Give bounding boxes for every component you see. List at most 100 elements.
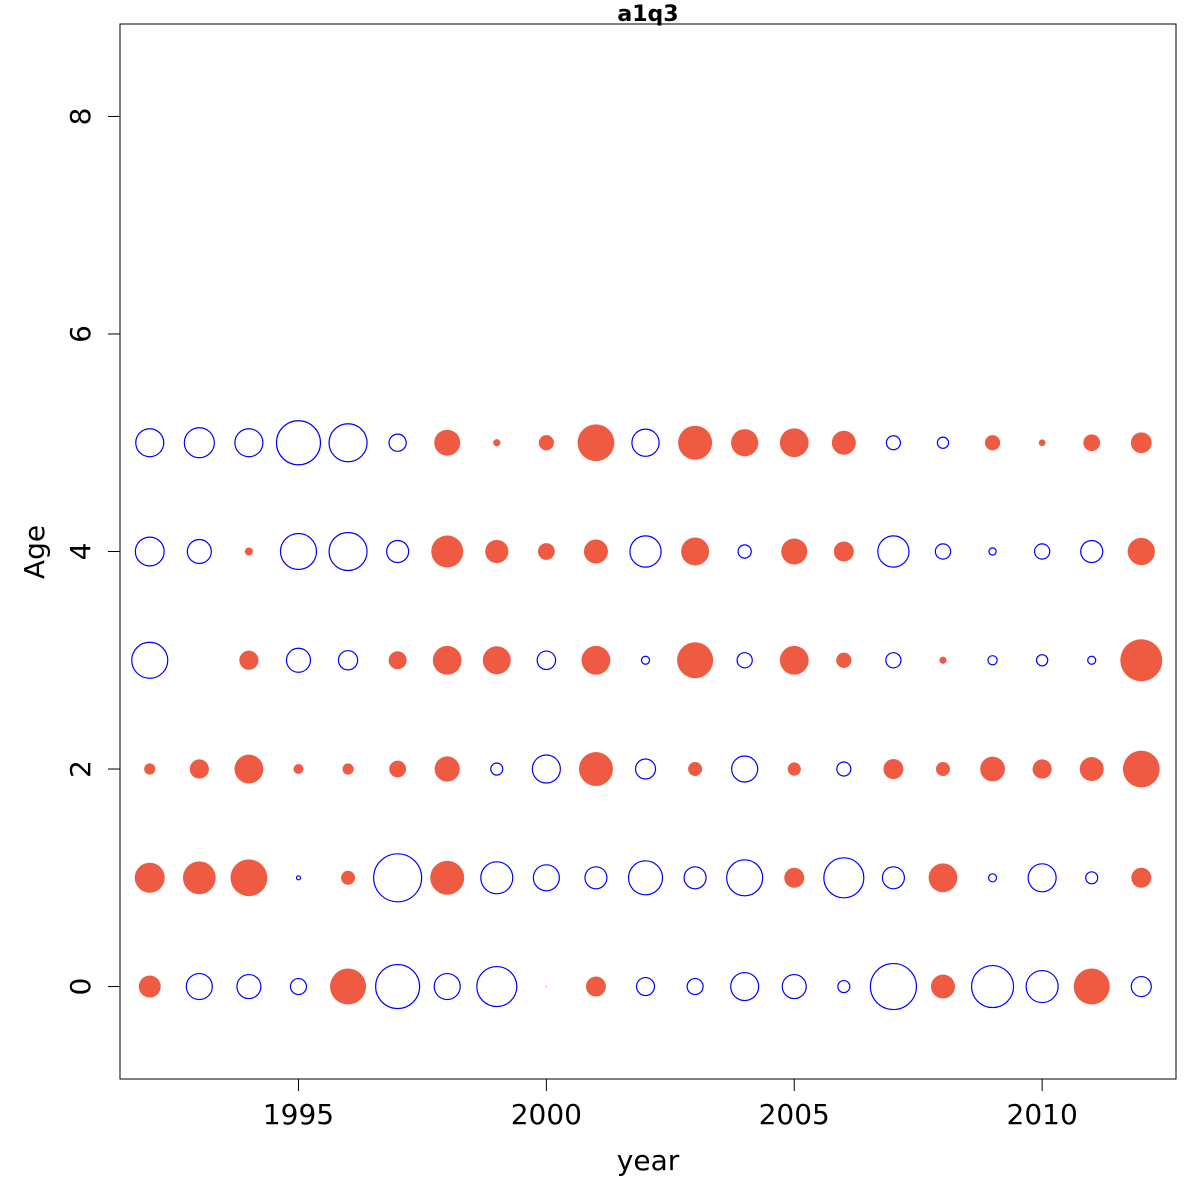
bubble-positive xyxy=(681,537,710,566)
bubble-positive xyxy=(1120,639,1163,682)
bubble-negative xyxy=(480,861,514,895)
bubble-negative xyxy=(970,964,1015,1009)
bubble-negative xyxy=(476,965,518,1008)
bubble-negative xyxy=(183,427,215,459)
bubble-negative xyxy=(275,420,322,466)
x-tick-label: 2000 xyxy=(511,1098,582,1131)
bubble-positive xyxy=(432,645,462,675)
bubble-positive xyxy=(787,762,801,776)
axes: 1995 2000 2005 2010 0 2 4 6 8 xyxy=(64,108,1078,1131)
bubble-positive xyxy=(583,539,608,564)
bubble-negative xyxy=(987,873,998,883)
y-tick-label: 8 xyxy=(64,108,97,126)
bubble-negative xyxy=(1087,655,1097,665)
bubble-negative xyxy=(640,655,651,665)
bubble-positive xyxy=(779,428,809,458)
bubble-negative xyxy=(881,866,906,890)
y-axis-label: Age xyxy=(18,525,51,579)
bubble-negative xyxy=(627,860,664,896)
bubble-positive xyxy=(678,425,713,460)
bubble-negative xyxy=(234,428,264,458)
bubble-negative xyxy=(635,976,656,997)
bubble-positive xyxy=(545,985,547,988)
bubble-negative xyxy=(135,428,165,458)
bubble-positive xyxy=(434,429,461,456)
bubble-negative xyxy=(1080,539,1104,564)
bubble-negative xyxy=(877,535,910,568)
bubble-positive xyxy=(581,645,611,675)
bubble-negative xyxy=(781,973,807,1000)
bubble-positive xyxy=(1130,432,1152,454)
y-tick-label: 0 xyxy=(64,978,97,996)
bubble-negative xyxy=(686,977,704,996)
bubble-positive xyxy=(784,867,805,888)
bubble-negative xyxy=(295,875,302,881)
bubble-negative xyxy=(1025,969,1059,1004)
bubble-negative xyxy=(836,761,852,777)
bubble-positive xyxy=(836,652,852,668)
bubble-negative xyxy=(373,853,423,903)
bubble-positive xyxy=(431,535,464,568)
bubble-positive xyxy=(388,651,407,670)
bubble-positive xyxy=(1083,434,1101,452)
bubble-negative xyxy=(736,652,753,669)
bubble-negative xyxy=(433,972,461,1001)
bubble-negative xyxy=(584,866,608,890)
bubble-positive xyxy=(833,541,854,562)
bubble-positive xyxy=(537,543,555,560)
bubble-positive xyxy=(779,645,809,675)
bubble-positive xyxy=(930,974,955,999)
bubble-negative xyxy=(131,641,169,679)
bubble-negative xyxy=(134,536,165,567)
bubble-positive xyxy=(341,870,356,885)
bubble-negative xyxy=(1130,975,1152,998)
bubble-negative xyxy=(934,543,952,560)
bubble-negative xyxy=(236,973,262,1000)
bubble-positive xyxy=(578,752,613,787)
bubble-negative xyxy=(289,977,308,996)
x-tick-label: 1995 xyxy=(263,1098,334,1131)
plot-frame xyxy=(119,23,1177,1080)
bubble-positive xyxy=(781,538,808,565)
bubble-negative xyxy=(185,972,213,1001)
bubble-negative xyxy=(490,762,504,776)
y-tick-label: 4 xyxy=(64,543,97,561)
bubble-negative xyxy=(683,866,707,890)
y-tick-label: 6 xyxy=(64,325,97,343)
bubble-negative xyxy=(869,962,918,1011)
bubble-positive xyxy=(1032,759,1052,779)
bubble-negative xyxy=(1085,871,1099,885)
bubble-positive xyxy=(138,975,161,998)
bubble-negative xyxy=(279,532,318,571)
bubble-positive xyxy=(1127,537,1155,566)
bubble-negative xyxy=(823,857,865,899)
bubble-negative xyxy=(328,531,368,572)
bubble-positive xyxy=(1122,750,1160,788)
bubble-negative xyxy=(532,864,560,892)
bubble-positive xyxy=(234,754,264,784)
bubble-positive xyxy=(144,763,156,775)
bubble-positive xyxy=(430,860,465,895)
bubble-negative xyxy=(737,544,752,559)
bubble-negative xyxy=(629,535,662,568)
bubble-negative xyxy=(328,423,368,463)
bubble-negative xyxy=(726,859,764,897)
bubble-positive xyxy=(342,763,354,775)
bubble-positive xyxy=(1073,968,1110,1005)
bubble-negative xyxy=(988,547,997,556)
bubble-negative xyxy=(386,539,410,564)
bubble-positive xyxy=(134,862,165,893)
bubble-positive xyxy=(731,429,759,457)
bubble-positive xyxy=(485,539,509,564)
bubble-positive xyxy=(244,547,253,556)
bubble-negative xyxy=(885,435,902,451)
bubble-positive xyxy=(980,756,1005,782)
bubble-positive xyxy=(1038,439,1046,447)
bubble-positive xyxy=(230,859,268,897)
chart-title: a1q3 xyxy=(617,2,678,27)
bubble-positive xyxy=(389,760,407,778)
bubble-negative xyxy=(837,979,851,994)
bubble-positive xyxy=(883,759,904,780)
bubble-negative xyxy=(987,655,998,666)
bubble-positive xyxy=(577,424,615,462)
